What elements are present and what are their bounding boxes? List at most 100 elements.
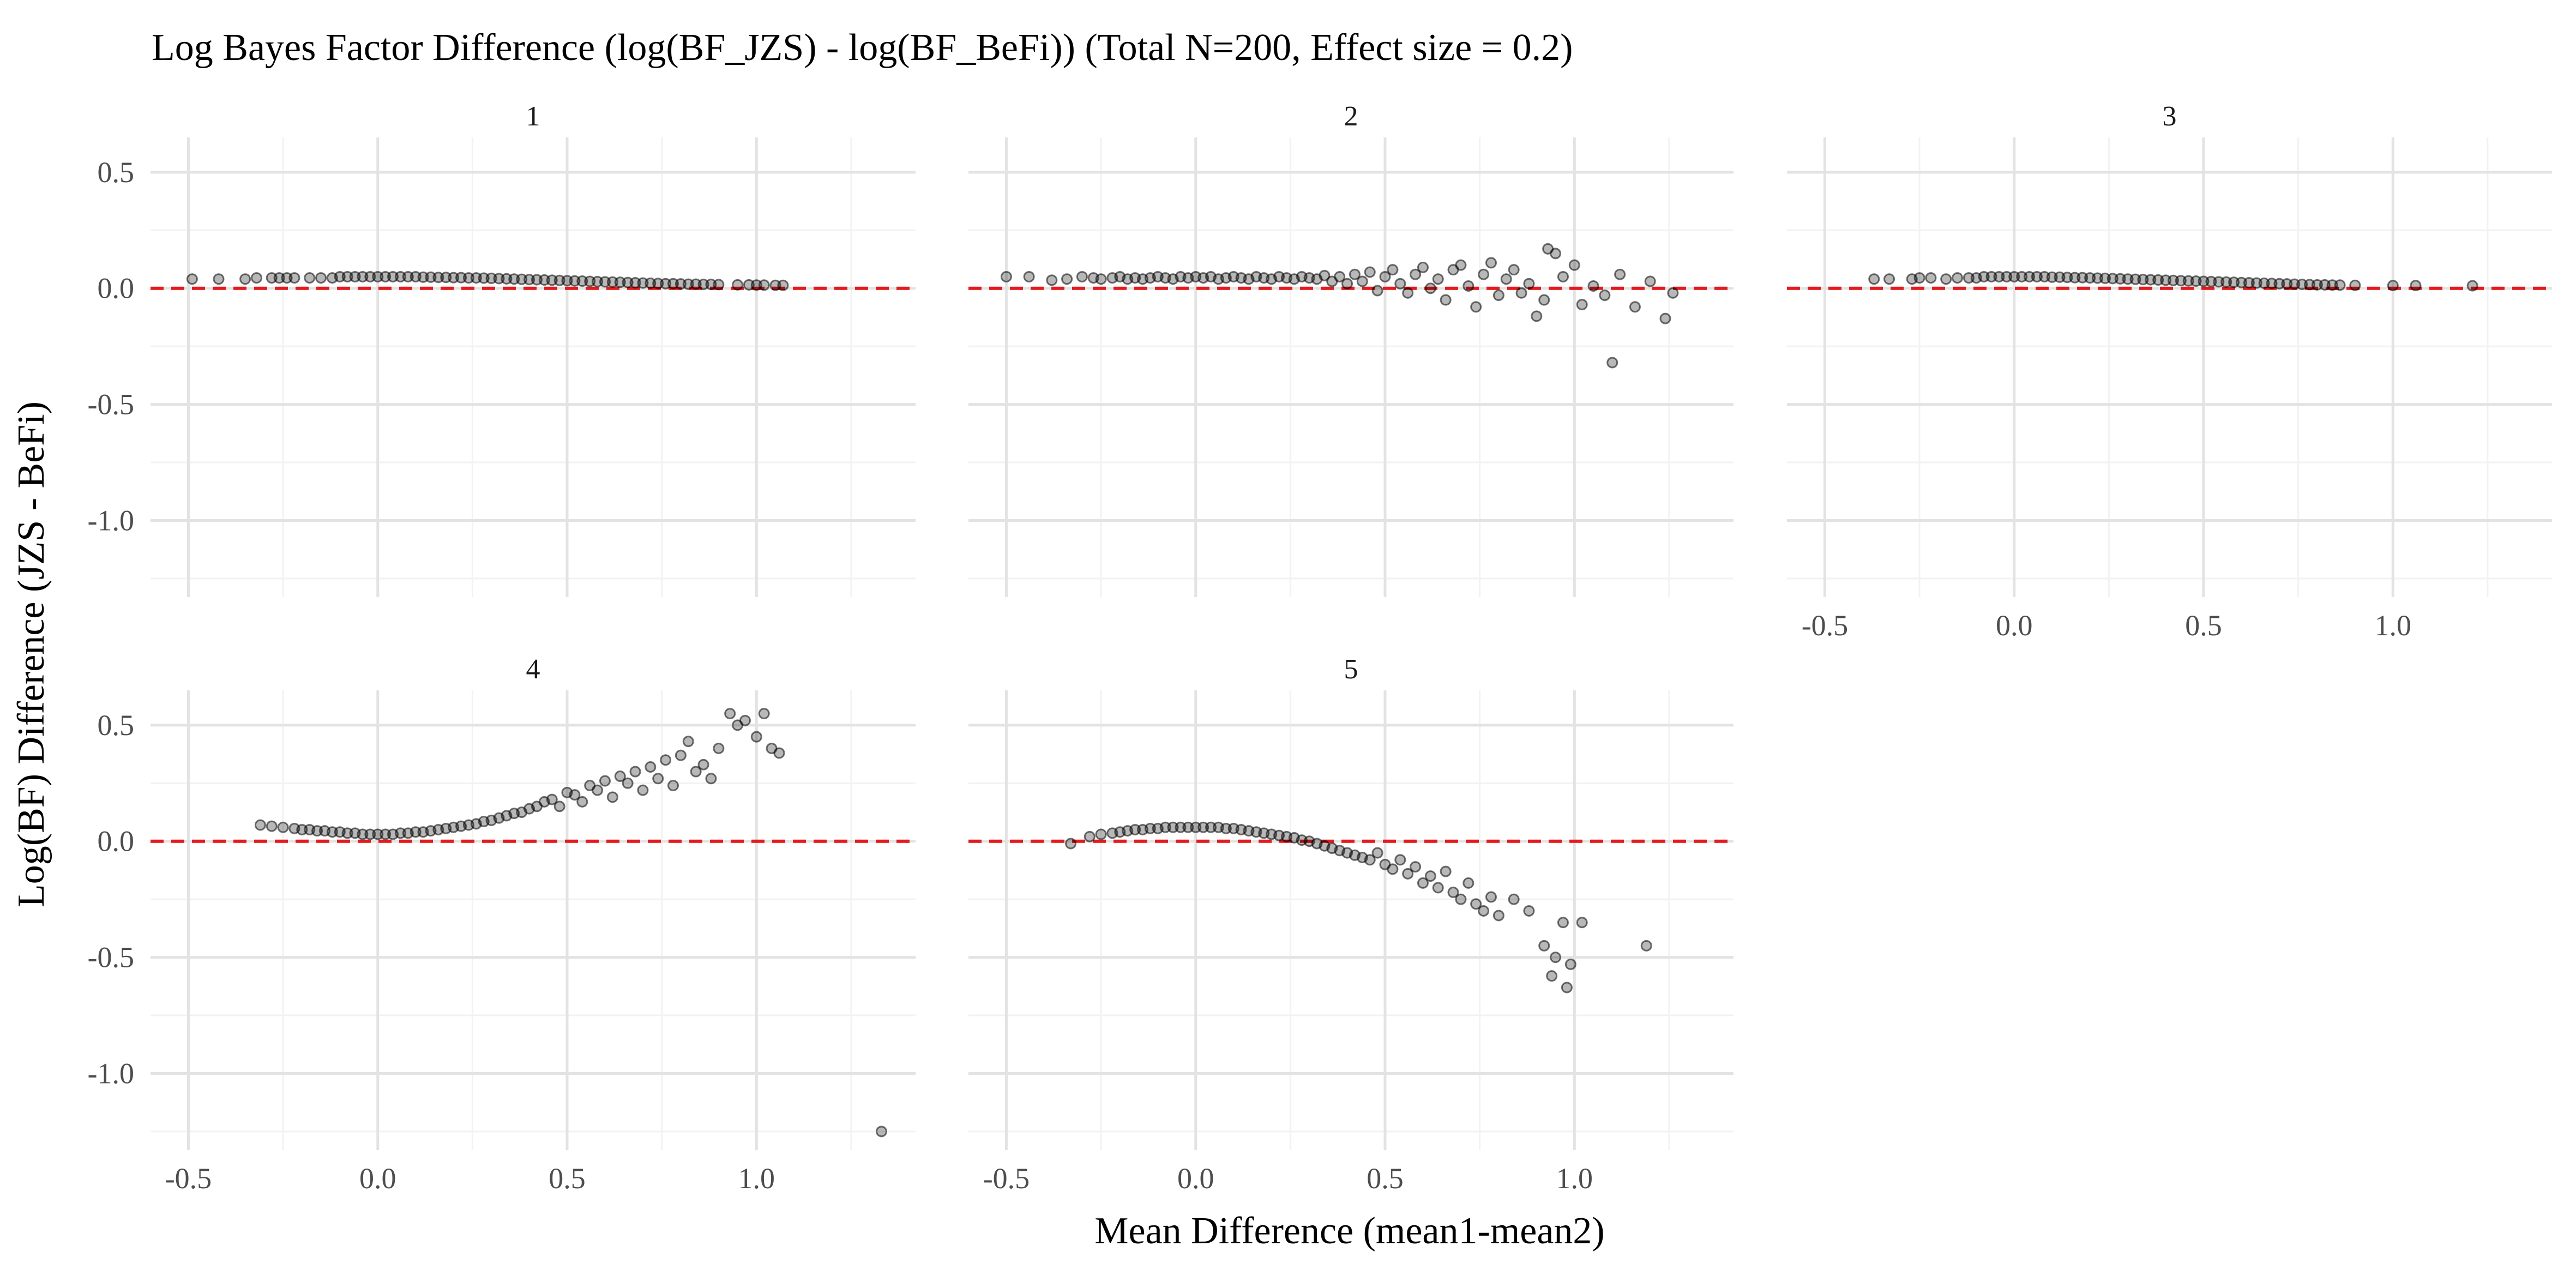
data-point [1568, 259, 1580, 271]
data-point [1394, 278, 1406, 290]
data-point [675, 749, 687, 761]
data-point [1455, 259, 1467, 271]
data-point [777, 279, 789, 291]
data-point [592, 784, 604, 796]
data-point [2410, 280, 2422, 292]
data-point [1868, 273, 1880, 285]
data-point [1576, 917, 1588, 929]
x-tick-label: 0.5 [549, 1162, 586, 1195]
data-point [1546, 970, 1558, 982]
data-point [1334, 270, 1346, 282]
facet-panel-3: 3 -0.5 0.0 0.5 1.0 [1787, 101, 2552, 642]
data-point [758, 708, 770, 720]
data-point [637, 784, 649, 796]
data-point [1462, 877, 1474, 889]
data-point [875, 1126, 887, 1137]
data-point [1349, 268, 1361, 280]
data-point [629, 766, 641, 778]
x-tick-label: 1.0 [2375, 609, 2412, 642]
data-point [1485, 257, 1497, 269]
data-point [682, 736, 694, 748]
x-tick-label: 0.0 [1177, 1162, 1214, 1195]
data-point [213, 273, 225, 285]
data-point [2466, 280, 2478, 292]
data-point [266, 820, 278, 832]
facet-strip-label: 5 [1344, 654, 1358, 685]
data-point [1440, 865, 1452, 877]
data-point [739, 714, 751, 726]
data-point [1371, 847, 1383, 859]
facet-strip-label: 3 [2163, 101, 2177, 132]
data-point [304, 272, 316, 284]
data-point [1410, 268, 1422, 280]
data-point [1394, 854, 1406, 866]
data-point [645, 761, 657, 773]
data-point [250, 272, 262, 284]
facet-panel-4: 4 0.5 0.0 -0.5 -1.0 -0.5 0.0 0.5 1.0 [88, 654, 916, 1195]
facet-panel-5: 5 -0.5 0.0 0.5 1.0 [968, 654, 1734, 1195]
data-point [1640, 940, 1652, 952]
data-point [660, 754, 672, 766]
data-point [546, 793, 558, 805]
y-axis-title: Log(BF) Difference (JZS - BeFi) [10, 401, 52, 907]
data-point [1883, 273, 1895, 285]
x-tick-label: 1.0 [1556, 1162, 1593, 1195]
x-tick-label: -0.5 [165, 1162, 212, 1195]
x-tick-label: -0.5 [1802, 609, 1848, 642]
data-point [1455, 893, 1467, 905]
data-point [758, 279, 770, 291]
data-point [1940, 273, 1952, 285]
data-point [1341, 278, 1353, 290]
data-point [705, 773, 717, 785]
data-point [2387, 280, 2399, 292]
data-point [1371, 285, 1383, 297]
data-point [1550, 248, 1562, 260]
data-point [1629, 301, 1641, 313]
data-point [1410, 861, 1422, 873]
x-tick-label: 0.5 [1367, 1162, 1404, 1195]
data-point [1599, 290, 1611, 302]
data-point [1424, 870, 1436, 882]
y-tick-label: -1.0 [88, 1057, 134, 1090]
data-point [1925, 272, 1937, 284]
data-point [1379, 270, 1391, 282]
data-point [1470, 898, 1482, 910]
data-point [1417, 877, 1429, 889]
data-point [599, 775, 611, 787]
data-point [1470, 301, 1482, 313]
data-point [1564, 958, 1576, 970]
x-axis-title: Mean Difference (mean1-mean2) [1094, 1210, 1604, 1252]
y-tick-label: -0.5 [88, 941, 134, 974]
data-point [1508, 264, 1520, 276]
data-point [1447, 886, 1459, 898]
data-point [1913, 272, 1925, 284]
data-point [1508, 893, 1520, 905]
data-point [1485, 891, 1497, 903]
data-point [1561, 982, 1573, 994]
data-point [1952, 272, 1964, 284]
data-point [1523, 278, 1535, 290]
data-point [1440, 294, 1452, 306]
data-point [1387, 863, 1399, 875]
facet-panel-1: 1 0.5 0.0 -0.5 -1.0 [88, 101, 916, 597]
data-point [1462, 280, 1474, 292]
x-tick-label: 0.0 [1996, 609, 2033, 642]
data-point [614, 771, 626, 783]
data-point [1432, 882, 1444, 894]
data-point [724, 708, 736, 720]
data-point [576, 796, 588, 808]
data-point [1614, 268, 1626, 280]
data-point [1023, 270, 1035, 282]
data-point [1576, 299, 1588, 311]
data-point [1550, 952, 1562, 964]
y-tick-label: 0.0 [98, 272, 135, 305]
data-point [254, 819, 266, 831]
data-point [1587, 280, 1599, 292]
data-point [1402, 287, 1414, 299]
y-tick-label: -0.5 [88, 388, 134, 421]
y-tick-label: 0.5 [98, 709, 135, 742]
data-point [713, 742, 725, 754]
data-point [1659, 312, 1671, 324]
